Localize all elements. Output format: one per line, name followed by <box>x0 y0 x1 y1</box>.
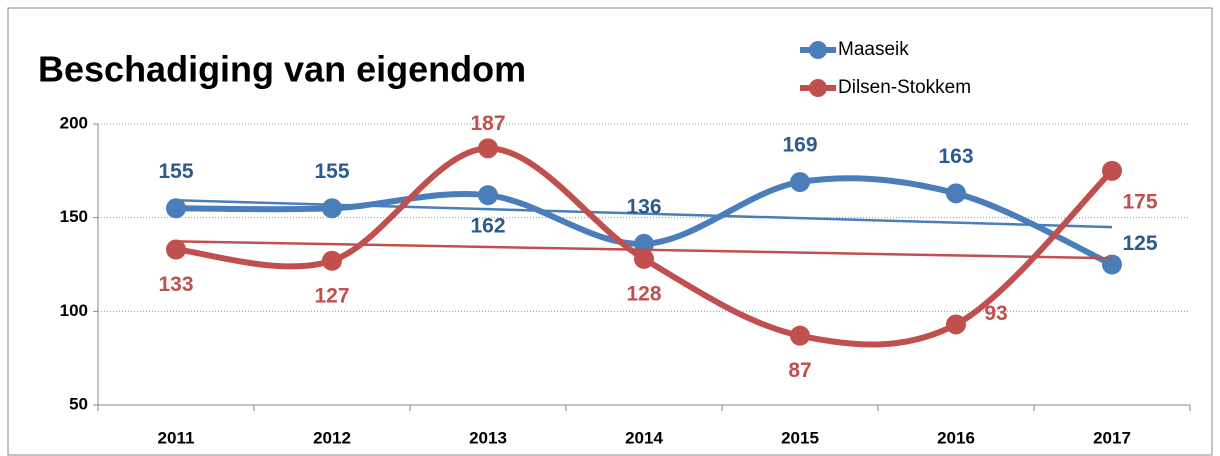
data-label: 163 <box>938 145 973 168</box>
data-label: 133 <box>158 273 193 296</box>
y-tick-label: 200 <box>60 113 88 132</box>
data-point <box>166 198 186 219</box>
x-tick-label: 2012 <box>313 428 351 447</box>
data-label: 87 <box>788 359 811 382</box>
data-point <box>946 183 966 204</box>
data-point <box>946 314 966 335</box>
data-point <box>790 172 810 193</box>
x-tick-label: 2016 <box>937 428 975 447</box>
chart-title: Beschadiging van eigendom <box>38 49 526 90</box>
legend-label: Maaseik <box>838 39 909 60</box>
data-label: 169 <box>782 134 817 157</box>
x-tick-label: 2013 <box>469 428 507 447</box>
data-point <box>634 248 654 269</box>
data-point <box>166 239 186 260</box>
x-tick-label: 2011 <box>158 428 195 447</box>
legend-marker <box>809 79 827 97</box>
data-label: 175 <box>1122 190 1157 213</box>
data-label: 187 <box>470 112 505 135</box>
y-tick-label: 100 <box>60 301 88 320</box>
data-label: 125 <box>1122 232 1157 255</box>
data-point <box>322 250 342 271</box>
data-point <box>478 138 498 159</box>
data-point <box>790 325 810 346</box>
data-point <box>1102 160 1122 181</box>
data-label: 127 <box>314 284 349 307</box>
x-tick-label: 2017 <box>1093 428 1131 447</box>
data-label: 128 <box>626 282 661 305</box>
legend-marker <box>809 41 827 59</box>
data-label: 93 <box>984 302 1007 325</box>
data-point <box>478 185 498 206</box>
data-label: 162 <box>470 215 505 238</box>
y-tick-label: 150 <box>60 207 88 226</box>
data-label: 155 <box>314 160 349 183</box>
legend-label: Dilsen-Stokkem <box>838 77 971 98</box>
data-point <box>1102 254 1122 275</box>
data-label: 155 <box>158 160 193 183</box>
data-point <box>322 198 342 219</box>
x-tick-label: 2015 <box>781 428 819 447</box>
data-label: 136 <box>626 195 661 218</box>
x-tick-label: 2014 <box>625 428 663 447</box>
y-tick-label: 50 <box>69 394 88 413</box>
